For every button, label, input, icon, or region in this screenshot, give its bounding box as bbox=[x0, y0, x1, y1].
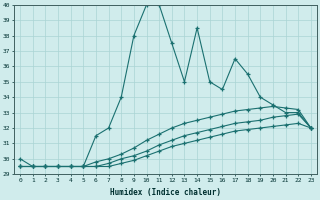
X-axis label: Humidex (Indice chaleur): Humidex (Indice chaleur) bbox=[110, 188, 221, 197]
